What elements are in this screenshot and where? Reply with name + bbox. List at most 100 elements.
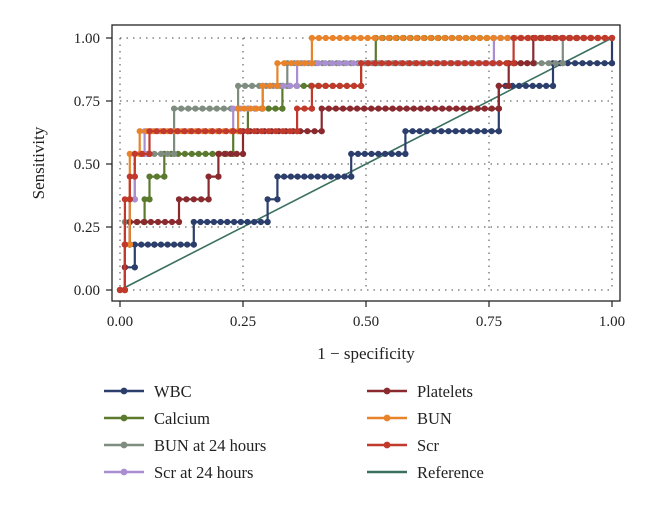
- data-point: [287, 82, 294, 89]
- legend-label: Calcium: [154, 409, 210, 428]
- data-point: [280, 82, 287, 89]
- data-point: [136, 128, 143, 135]
- data-point: [157, 241, 165, 248]
- data-point: [510, 60, 517, 67]
- data-point: [206, 105, 213, 112]
- data-point: [198, 196, 205, 203]
- legend-item-calcium: Calcium: [104, 409, 210, 428]
- legend-label: Scr at 24 hours: [154, 463, 253, 482]
- data-point: [364, 34, 371, 42]
- data-point: [178, 105, 185, 112]
- data-point: [368, 150, 375, 157]
- data-point: [301, 60, 309, 67]
- data-point: [230, 128, 237, 135]
- data-point: [361, 105, 368, 112]
- data-point: [251, 218, 258, 226]
- data-point: [259, 82, 266, 89]
- data-point: [311, 128, 318, 135]
- data-point: [608, 34, 616, 42]
- data-point: [279, 105, 286, 112]
- data-point: [452, 128, 459, 135]
- legend-item-bun: BUN: [367, 409, 452, 428]
- data-point: [279, 128, 286, 135]
- data-point: [308, 34, 315, 42]
- series-layer: [116, 34, 616, 294]
- data-point: [174, 128, 181, 135]
- y-tick-label: 0.00: [74, 283, 100, 299]
- data-point: [281, 173, 288, 180]
- data-point: [202, 128, 209, 135]
- data-point: [287, 173, 294, 180]
- data-point: [354, 105, 361, 112]
- data-point: [406, 34, 413, 42]
- data-point: [343, 82, 351, 89]
- data-point: [441, 34, 448, 42]
- data-point: [116, 286, 124, 294]
- data-point: [197, 218, 204, 226]
- data-point: [221, 150, 228, 157]
- data-point: [121, 241, 128, 248]
- data-point: [347, 105, 354, 112]
- data-point: [190, 241, 197, 248]
- data-point: [164, 150, 171, 157]
- data-point: [237, 218, 244, 226]
- data-point: [413, 34, 420, 42]
- data-point: [343, 60, 350, 67]
- y-tick-label: 0.25: [74, 220, 100, 236]
- data-point: [233, 150, 240, 157]
- data-point: [446, 105, 453, 112]
- data-point: [343, 34, 350, 42]
- legend: WBC Platelets Calcium BUN BUN at 24 hours Scr…: [104, 382, 484, 482]
- data-point: [448, 60, 455, 67]
- data-point: [395, 150, 402, 157]
- data-point: [138, 241, 145, 248]
- data-point: [587, 34, 595, 42]
- data-point: [601, 60, 608, 67]
- data-point: [378, 34, 385, 42]
- data-point: [445, 128, 452, 135]
- legend-swatch-marker: [383, 414, 391, 422]
- data-point: [175, 218, 183, 226]
- data-point: [438, 128, 445, 135]
- data-point: [318, 105, 325, 112]
- data-point: [524, 34, 531, 42]
- data-point: [543, 82, 550, 89]
- data-point: [253, 105, 260, 112]
- data-point: [322, 60, 329, 67]
- data-point: [210, 218, 217, 226]
- data-point: [389, 105, 396, 112]
- y-tick-label: 0.50: [74, 157, 100, 173]
- data-point: [272, 105, 279, 112]
- data-point: [334, 173, 341, 180]
- data-point: [213, 105, 220, 112]
- data-point: [378, 60, 385, 67]
- data-point: [307, 173, 315, 180]
- data-point: [510, 34, 517, 42]
- data-point: [434, 34, 441, 42]
- data-point: [358, 60, 365, 67]
- data-point: [314, 173, 321, 180]
- x-axis-title: 1 − specificity: [317, 344, 415, 363]
- data-point: [467, 128, 474, 135]
- data-point: [161, 173, 168, 180]
- data-point: [455, 34, 462, 42]
- data-point: [308, 60, 315, 67]
- data-point: [301, 173, 308, 180]
- data-point: [237, 128, 244, 135]
- data-point: [264, 218, 271, 226]
- data-point: [131, 173, 138, 180]
- x-tick-label: 0.75: [476, 314, 502, 330]
- data-point: [504, 34, 511, 42]
- data-point: [244, 218, 251, 226]
- data-point: [249, 82, 256, 89]
- data-point: [462, 34, 469, 42]
- data-point: [216, 128, 223, 135]
- reference-line: [119, 37, 613, 291]
- data-point: [294, 105, 301, 112]
- data-point: [318, 128, 325, 135]
- data-point: [350, 60, 357, 67]
- data-point: [399, 60, 406, 67]
- data-point: [364, 60, 372, 67]
- data-point: [361, 150, 368, 157]
